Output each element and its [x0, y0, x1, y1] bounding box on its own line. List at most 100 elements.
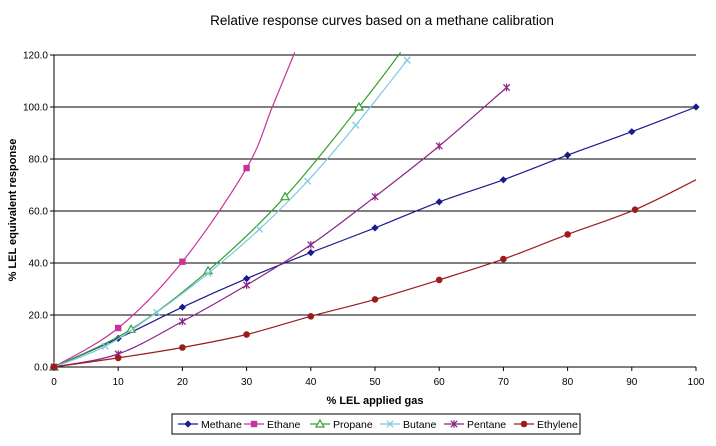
y-tick-label: 80.0	[29, 155, 49, 166]
series-line-ethane	[54, 52, 296, 368]
series-propane	[48, 52, 402, 371]
marker-stroke	[502, 83, 511, 92]
legend-label-propane: Propane	[333, 419, 373, 431]
data-point-butane	[153, 308, 161, 317]
y-tick-label: 20.0	[29, 311, 49, 322]
series-butane	[50, 56, 411, 371]
data-point-methane	[307, 249, 315, 257]
y-tick-label: 60.0	[29, 207, 49, 218]
x-tick-label: 100	[688, 377, 705, 388]
marker-stroke	[307, 241, 315, 249]
chart-title: Relative response curves based on a meth…	[210, 13, 554, 28]
data-point-propane	[280, 191, 291, 201]
data-point-methane	[692, 103, 700, 111]
x-tick-label: 10	[113, 377, 125, 388]
data-point-ethylene	[371, 296, 379, 303]
marker-stroke	[435, 142, 443, 150]
data-point-ethylene	[307, 313, 315, 320]
legend: Methane Ethane Propane Butane Pentane Ethylen…	[171, 413, 581, 435]
data-point-ethane	[243, 164, 250, 172]
y-tick-label: 100.0	[23, 103, 48, 114]
data-point-methane	[371, 224, 379, 232]
marker-stroke	[403, 56, 411, 64]
data-point-ethane	[179, 258, 186, 265]
series-layer	[48, 52, 700, 371]
x-tick-labels: 0 10 20 30 40 50 60 70 80 90 100	[51, 377, 705, 388]
legend-label-ethane: Ethane	[267, 419, 300, 431]
legend-label-pentane: Pentane	[467, 419, 506, 431]
data-point-pentane	[178, 317, 187, 326]
y-tick-label: 0.0	[34, 363, 48, 374]
x-tick-label: 30	[241, 377, 253, 388]
data-point-methane	[628, 128, 636, 136]
legend-marker-methane	[184, 420, 192, 428]
data-point-pentane	[435, 142, 443, 150]
data-point-butane	[255, 225, 264, 233]
legend-marker-butane	[386, 420, 394, 428]
data-point-ethylene	[500, 255, 507, 263]
data-point-methane	[499, 176, 507, 184]
marker-stroke	[450, 420, 458, 428]
data-point-pentane	[242, 281, 251, 289]
data-point-ethylene	[564, 231, 571, 238]
x-tick-label: 20	[177, 377, 189, 388]
data-point-methane	[435, 198, 443, 206]
legend-item-pentane: Pentane	[444, 419, 506, 431]
series-line-propane	[54, 52, 402, 368]
legend-item-ethylene: Ethylene	[514, 419, 578, 431]
legend-label-butane: Butane	[403, 419, 436, 431]
data-point-methane	[564, 151, 572, 159]
x-axis-label: % LEL applied gas	[327, 395, 424, 407]
data-point-ethylene	[243, 331, 250, 338]
marker-stroke	[303, 177, 312, 185]
legend-label-methane: Methane	[201, 419, 242, 431]
data-point-propane	[353, 101, 364, 111]
marker-stroke	[153, 308, 161, 317]
data-point-ethylene	[50, 363, 58, 371]
data-point-butane	[101, 342, 110, 350]
gridlines	[54, 54, 696, 316]
marker-stroke	[242, 281, 251, 289]
legend-label-ethylene: Ethylene	[537, 419, 578, 431]
series-line-butane	[54, 59, 408, 368]
data-point-butane	[303, 177, 312, 185]
marker-stroke	[352, 121, 360, 129]
x-tick-label: 0	[51, 377, 57, 388]
y-axis-label: % LEL equivalent response	[7, 139, 19, 282]
x-tick-label: 50	[369, 377, 381, 388]
data-point-butane	[204, 269, 212, 278]
data-point-methane	[243, 275, 251, 283]
data-point-pentane	[307, 241, 315, 249]
legend-marker-propane	[314, 418, 326, 428]
legend-marker-ethane	[250, 420, 258, 428]
series-ethylene	[50, 179, 696, 371]
legend-marker-ethylene	[520, 420, 528, 428]
legend-item-butane: Butane	[380, 419, 436, 431]
legend-item-methane: Methane	[178, 419, 242, 431]
marker-stroke	[255, 225, 264, 233]
series-line-methane	[54, 106, 696, 368]
data-point-ethylene	[631, 206, 639, 213]
marker-stroke	[204, 269, 212, 278]
y-tick-label: 40.0	[29, 259, 49, 270]
marker-stroke	[386, 420, 394, 428]
data-point-ethane	[115, 324, 122, 332]
x-tick-label: 70	[498, 377, 510, 388]
data-point-methane	[178, 303, 186, 311]
series-methane	[50, 103, 700, 371]
x-tick-label: 80	[562, 377, 574, 388]
marker-stroke	[101, 342, 110, 350]
data-point-butane	[403, 56, 411, 64]
data-point-pentane	[502, 83, 511, 92]
legend-marker-pentane	[450, 420, 458, 428]
legend-item-ethane: Ethane	[244, 419, 300, 431]
marker-stroke	[178, 317, 187, 326]
axes	[50, 54, 697, 371]
data-point-ethylene	[179, 344, 186, 351]
y-tick-label: 120.0	[23, 51, 48, 62]
data-point-pentane	[371, 192, 379, 201]
data-point-butane	[352, 121, 360, 129]
data-point-ethylene	[114, 354, 122, 362]
